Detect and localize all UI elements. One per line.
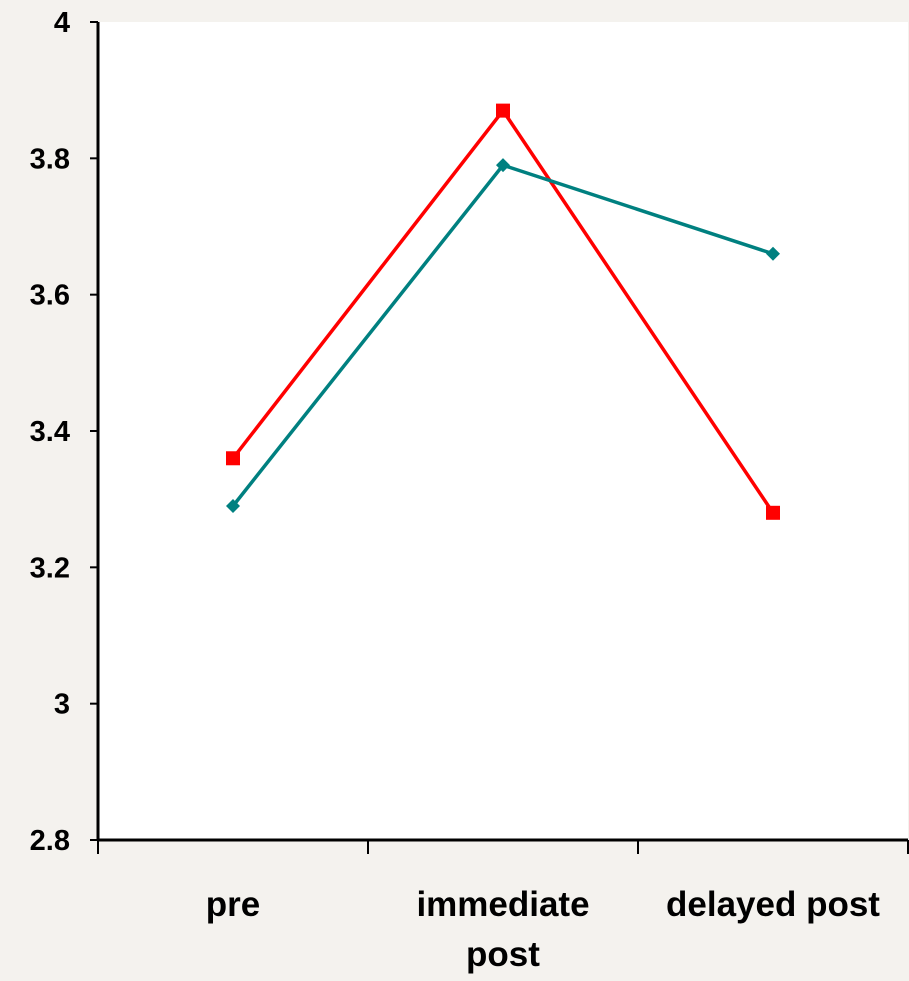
y-tick-label: 4 xyxy=(54,7,70,39)
y-tick-label: 2.8 xyxy=(30,825,70,857)
y-axis: 2.8 3 3.2 3.4 3.6 3.8 4 xyxy=(30,7,98,857)
series-1-point xyxy=(496,158,510,173)
x-axis: pre immediate post delayed post xyxy=(97,840,909,974)
series-0-point xyxy=(496,103,510,118)
series-0-point xyxy=(226,451,240,466)
y-tick-label: 3.2 xyxy=(30,552,70,584)
x-tick-label-line: delayed post xyxy=(666,885,880,924)
plot-area-background xyxy=(98,22,908,840)
series-1-point xyxy=(766,246,780,261)
x-tick-label-line: post xyxy=(466,935,540,974)
y-tick-label: 3.8 xyxy=(30,143,70,175)
x-tick-label: delayed post xyxy=(666,885,880,924)
x-tick-label: pre xyxy=(206,885,260,924)
y-tick-label: 3.6 xyxy=(30,280,70,312)
x-tick-label: immediate post xyxy=(416,885,589,974)
x-tick-label-line: pre xyxy=(206,885,260,924)
y-tick-label: 3.4 xyxy=(30,416,70,448)
y-tick-label: 3 xyxy=(54,689,70,721)
series-0-point xyxy=(766,505,780,520)
series-layer xyxy=(226,103,780,520)
series-1-point xyxy=(226,498,240,513)
x-tick-label-line: immediate xyxy=(416,885,589,924)
